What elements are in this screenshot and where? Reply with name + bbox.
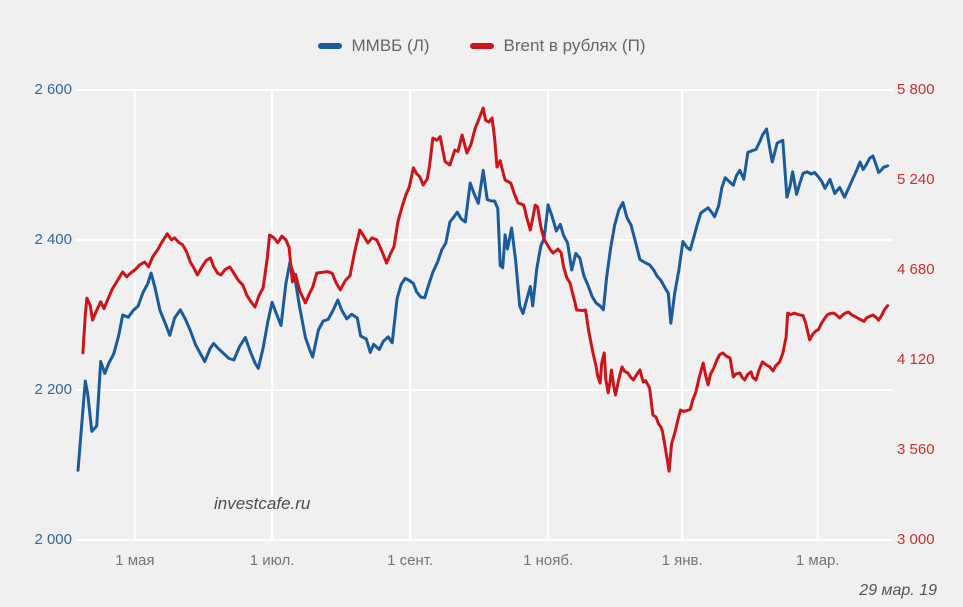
right-axis-tick-label: 3 560 xyxy=(897,441,935,458)
watermark: investcafe.ru xyxy=(214,494,311,513)
x-axis-tick-label: 1 нояб. xyxy=(523,552,573,569)
left-axis-tick-label: 2 400 xyxy=(34,231,72,248)
left-axis-tick-label: 2 200 xyxy=(34,381,72,398)
x-axis-tick-label: 1 мая xyxy=(115,552,154,569)
x-axis-tick-label: 1 мар. xyxy=(796,552,840,569)
right-axis-tick-label: 5 800 xyxy=(897,81,935,98)
right-axis-tick-label: 4 680 xyxy=(897,261,935,278)
series-line-mmvb xyxy=(76,127,890,472)
date-stamp: 29 мар. 19 xyxy=(859,582,937,599)
x-axis-tick-label: 1 янв. xyxy=(662,552,703,569)
right-axis-tick-label: 3 000 xyxy=(897,531,935,548)
legend-marker-mmvb-icon xyxy=(317,43,342,49)
legend-item-mmvb: ММВБ (Л) xyxy=(317,36,430,56)
legend-marker-brent-icon xyxy=(469,43,494,49)
right-axis-tick-label: 4 120 xyxy=(897,351,935,368)
x-axis-tick-label: 1 июл. xyxy=(250,552,295,569)
legend-item-brent: Brent в рублях (П) xyxy=(469,36,646,56)
right-axis-tick-label: 5 240 xyxy=(897,171,935,188)
x-axis-tick-label: 1 сент. xyxy=(387,552,433,569)
legend-label-brent: Brent в рублях (П) xyxy=(503,36,646,55)
legend-label-mmvb: ММВБ (Л) xyxy=(351,36,430,55)
left-axis-tick-label: 2 600 xyxy=(34,81,72,98)
series-line-brent xyxy=(81,106,890,473)
left-axis-tick-label: 2 000 xyxy=(34,531,72,548)
chart-legend: ММВБ (Л) Brent в рублях (П) xyxy=(0,36,963,56)
